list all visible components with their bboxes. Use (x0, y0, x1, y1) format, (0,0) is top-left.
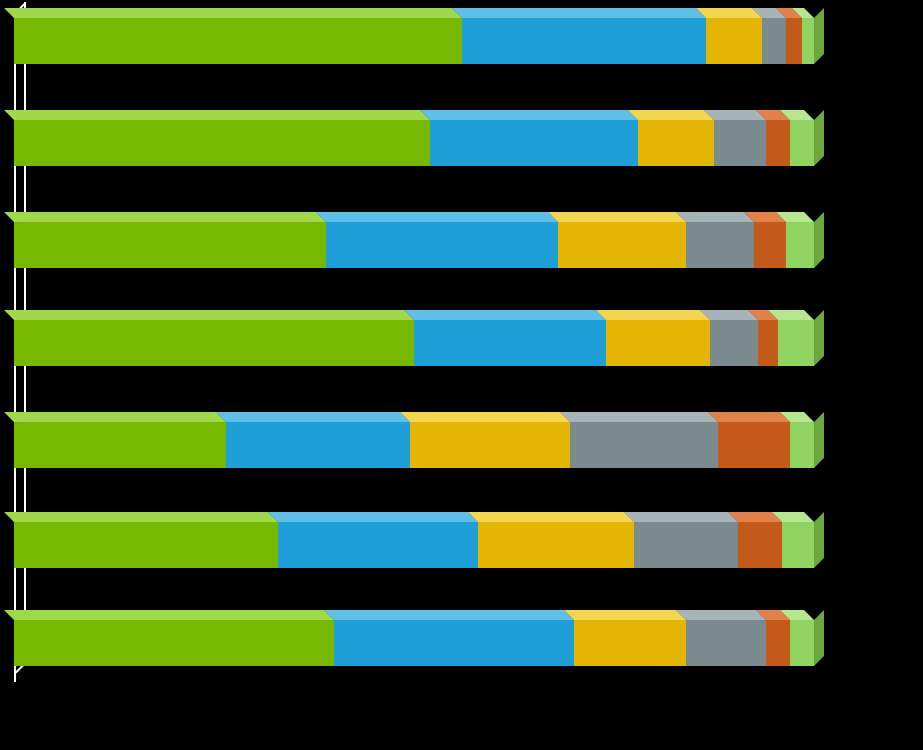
bar-segment (738, 522, 782, 568)
bar-end-cap (814, 8, 824, 64)
bar-segment (786, 18, 802, 64)
bar-segment (14, 18, 462, 64)
bar-segment (326, 222, 558, 268)
bar-segment (790, 422, 814, 468)
bar-end-cap (814, 412, 824, 468)
bar-segment (14, 522, 278, 568)
bar-segment-top (216, 412, 410, 422)
bar-segment (606, 320, 710, 366)
bar-segment (686, 222, 754, 268)
bar-segment (14, 120, 430, 166)
bar-segment-top (708, 412, 790, 422)
bar-segment (802, 18, 814, 64)
bar-segment (714, 120, 766, 166)
bar-segment (478, 522, 634, 568)
bar-segment (14, 222, 326, 268)
bar-segment-top (316, 212, 558, 222)
bar-segment (570, 422, 718, 468)
bar-end-cap (814, 212, 824, 268)
bar-end-cap (814, 610, 824, 666)
bar-segment (14, 422, 226, 468)
bar-segment-top (4, 412, 226, 422)
bar-segment-top (676, 212, 754, 222)
bar-segment-top (696, 8, 762, 18)
bar-segment (710, 320, 758, 366)
bar-segment (414, 320, 606, 366)
bar-segment-top (420, 110, 638, 120)
bar-segment (14, 320, 414, 366)
bar-segment-top (4, 8, 462, 18)
bar-segment (718, 422, 790, 468)
bar-segment (638, 120, 714, 166)
bar-segment-top (4, 512, 278, 522)
bar-segment-top (4, 212, 326, 222)
bar-segment-top (4, 610, 334, 620)
bar-segment-top (400, 412, 570, 422)
bar-segment-top (624, 512, 738, 522)
bar-segment-top (404, 310, 606, 320)
bar-segment (758, 320, 778, 366)
bar-segment (462, 18, 706, 64)
bar-end-cap (814, 110, 824, 166)
bar-segment-top (324, 610, 574, 620)
bar-segment (778, 320, 814, 366)
bar-end-cap (814, 512, 824, 568)
bar-segment (686, 620, 766, 666)
bar-segment (14, 620, 334, 666)
bar-segment (634, 522, 738, 568)
bar-segment (278, 522, 478, 568)
bar-end-cap (814, 310, 824, 366)
bar-segment (766, 620, 790, 666)
bar-segment-top (596, 310, 710, 320)
bar-segment-top (268, 512, 478, 522)
stacked-bar-chart (0, 0, 923, 750)
bar-segment (790, 120, 814, 166)
bar-segment (786, 222, 814, 268)
bar-segment (558, 222, 686, 268)
bar-segment (762, 18, 786, 64)
bar-segment (574, 620, 686, 666)
bar-segment (226, 422, 410, 468)
bar-segment (430, 120, 638, 166)
bar-segment-top (676, 610, 766, 620)
bar-segment-top (560, 412, 718, 422)
bar-segment-top (628, 110, 714, 120)
bar-segment-top (4, 310, 414, 320)
bar-segment-top (4, 110, 430, 120)
bar-segment (706, 18, 762, 64)
bar-segment (766, 120, 790, 166)
bar-segment-top (548, 212, 686, 222)
bar-segment (410, 422, 570, 468)
bar-segment (790, 620, 814, 666)
bar-segment (754, 222, 786, 268)
bar-segment-top (468, 512, 634, 522)
bar-segment-top (564, 610, 686, 620)
bar-segment (782, 522, 814, 568)
bar-segment (334, 620, 574, 666)
bar-segment-top (452, 8, 706, 18)
